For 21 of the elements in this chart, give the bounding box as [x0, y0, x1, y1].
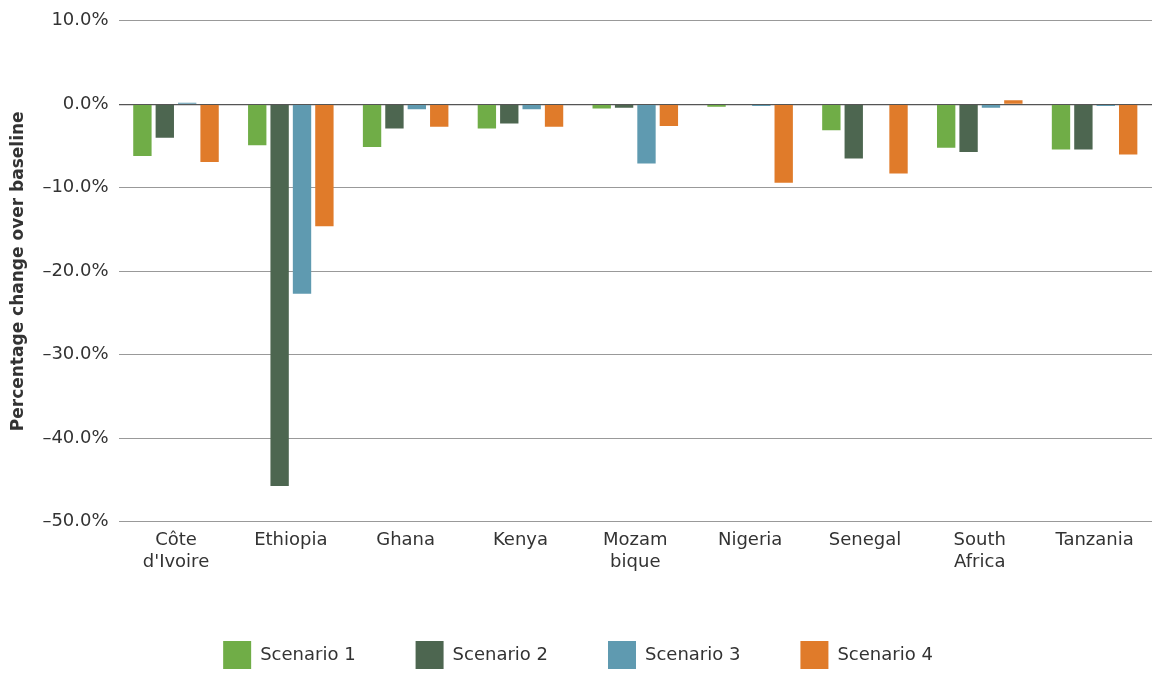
y-tick-label: –50.0% [42, 509, 109, 531]
y-tick-label: –20.0% [42, 258, 109, 280]
y-tick-label: 0.0% [62, 91, 109, 113]
x-tick-label: South Africa [953, 528, 1006, 571]
y-tick-label: –10.0% [42, 175, 109, 197]
x-tick-label: Ghana [376, 528, 436, 550]
x-tick-label: Tanzania [1054, 528, 1134, 550]
x-tick-label: Côte d'Ivoire [142, 528, 210, 571]
legend-label: Scenario 2 [452, 642, 549, 664]
legend-label: Scenario 4 [837, 642, 933, 664]
y-tick-label: 10.0% [51, 8, 109, 30]
x-tick-label: Mozam bique [603, 528, 668, 571]
y-axis-title: Percentage change over baseline [6, 111, 27, 432]
x-tick-label: Ethiopia [254, 528, 328, 550]
x-tick-label: Nigeria [717, 528, 783, 550]
legend-label: Scenario 1 [260, 642, 356, 664]
x-tick-label: Senegal [828, 528, 902, 550]
legend-label: Scenario 3 [645, 642, 741, 664]
y-tick-label: –30.0% [42, 342, 109, 364]
x-tick-label: Kenya [492, 528, 549, 550]
y-tick-label: –40.0% [42, 425, 109, 447]
